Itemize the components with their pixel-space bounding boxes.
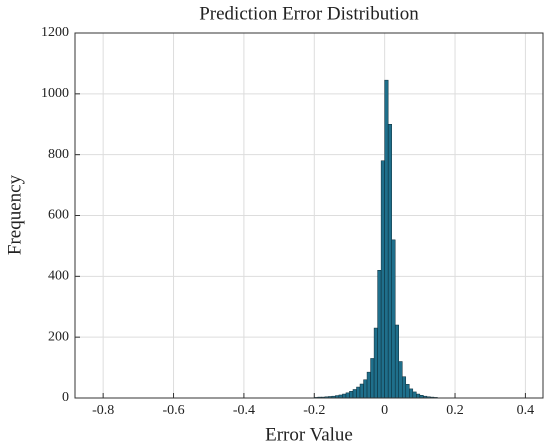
bar — [384, 79, 389, 399]
bar — [345, 392, 350, 399]
bar — [409, 388, 414, 399]
x-tick-label: 0.2 — [446, 403, 464, 418]
bar — [370, 358, 375, 399]
bar — [398, 361, 403, 399]
bar — [366, 371, 371, 399]
bar — [412, 391, 417, 399]
bar — [359, 383, 364, 399]
x-tick-label: 0.4 — [517, 403, 535, 418]
y-tick-label: 1000 — [41, 86, 69, 101]
y-tick-label: 1200 — [41, 25, 69, 40]
bar — [391, 239, 396, 399]
bar — [342, 393, 347, 399]
y-tick-label: 200 — [48, 329, 69, 344]
bar — [349, 391, 354, 399]
bar — [416, 393, 421, 399]
bar — [352, 389, 357, 399]
y-tick-label: 0 — [62, 390, 69, 405]
bar — [377, 270, 382, 399]
y-tick-label: 400 — [48, 269, 69, 284]
y-tick-label: 600 — [48, 208, 69, 223]
x-axis-label: Error Value — [265, 424, 353, 445]
bar — [380, 160, 385, 399]
x-tick-label: -0.2 — [303, 403, 325, 418]
x-tick-label: 0 — [381, 403, 388, 418]
y-tick-label: 800 — [48, 147, 69, 162]
bar — [387, 124, 392, 399]
bar — [394, 324, 399, 399]
bar — [401, 376, 407, 399]
bar — [373, 327, 378, 399]
x-tick-label: -0.6 — [162, 403, 184, 418]
bar — [405, 384, 410, 399]
y-axis-label: Frequency — [4, 174, 25, 255]
x-tick-label: -0.8 — [92, 403, 114, 418]
bar — [356, 386, 361, 399]
x-tick-label: -0.4 — [233, 403, 255, 418]
chart-title: Prediction Error Distribution — [199, 3, 419, 24]
plot-frame — [74, 32, 544, 399]
bar — [363, 379, 368, 399]
